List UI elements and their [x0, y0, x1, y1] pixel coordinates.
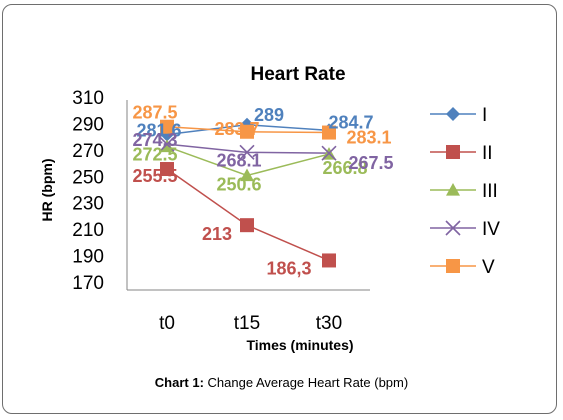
legend-label-III: III: [482, 181, 498, 202]
caption-label: Chart 1:: [154, 375, 204, 390]
data-labels: 281.6 289 284.7 255.5 213 186,3 272.5 250.6 266.…: [132, 103, 393, 279]
x-tick-label: t0: [159, 313, 175, 334]
x-tick-label: t30: [316, 313, 342, 334]
legend-marker-II: [446, 145, 460, 159]
point-IV-t15: [239, 144, 255, 160]
x-tick-label: t15: [234, 313, 260, 334]
point-I-t0: [160, 127, 174, 142]
y-tick-label: 270: [72, 141, 104, 162]
data-label-III-t30: 266.8: [322, 158, 367, 178]
data-label-I-t30: 284.7: [328, 112, 373, 132]
legend-label-V: V: [482, 257, 495, 278]
y-tick-labels: 170 190 210 230 250 270 290 310: [72, 88, 104, 294]
y-tick-label: 310: [72, 88, 104, 109]
point-V-t0: [160, 119, 174, 134]
point-II-t30: [322, 253, 336, 268]
data-label-IV-t30: 267.5: [348, 153, 393, 173]
series-markers: [159, 117, 337, 268]
point-II-t15: [240, 218, 254, 233]
x-axis-label: Times (minutes): [246, 337, 353, 353]
data-label-IV-t15: 268.1: [216, 150, 261, 170]
data-label-II-t15: 213: [202, 224, 232, 244]
data-label-I-t0: 281.6: [136, 121, 181, 141]
legend-marker-V: [446, 259, 460, 273]
chart-title: Heart Rate: [250, 64, 345, 85]
legend-marker-I: [446, 107, 460, 121]
legend-label-II: II: [482, 143, 493, 164]
data-label-III-t15: 250.6: [216, 174, 261, 194]
data-label-IV-t0: 274.3: [132, 130, 177, 150]
y-axis-label: HR (bpm): [39, 159, 55, 222]
y-tick-label: 290: [72, 114, 104, 135]
data-label-II-t30: 186,3: [266, 258, 311, 278]
data-label-II-t0: 255.5: [132, 166, 177, 186]
legend-label-I: I: [482, 105, 487, 126]
y-tick-label: 190: [72, 247, 104, 268]
data-label-III-t0: 272.5: [132, 145, 177, 165]
data-label-I-t15: 289: [254, 105, 284, 125]
y-tick-label: 230: [72, 194, 104, 215]
legend-label-IV: IV: [482, 219, 500, 240]
chart-frame: [2, 4, 557, 414]
y-tick-label: 170: [72, 273, 104, 294]
point-II-t0: [160, 162, 174, 177]
point-IV-t30: [321, 145, 337, 161]
legend-marker-IV: [445, 220, 461, 236]
x-tick-labels: t0 t15 t30: [159, 313, 342, 334]
y-tick-label: 210: [72, 220, 104, 241]
point-V-t30: [322, 125, 336, 140]
legend-marker-III: [446, 183, 460, 196]
point-V-t15: [240, 124, 254, 139]
data-label-V-t15: 283.7: [214, 119, 259, 139]
data-label-V-t0: 287.5: [132, 103, 177, 123]
data-label-V-t30: 283.1: [346, 128, 391, 148]
chart-caption: Chart 1: Change Average Heart Rate (bpm): [0, 375, 563, 390]
point-IV-t0: [159, 136, 175, 152]
caption-text: Change Average Heart Rate (bpm): [207, 375, 409, 390]
y-tick-label: 250: [72, 167, 104, 188]
point-III-t0: [160, 139, 174, 153]
point-III-t15: [240, 168, 254, 182]
